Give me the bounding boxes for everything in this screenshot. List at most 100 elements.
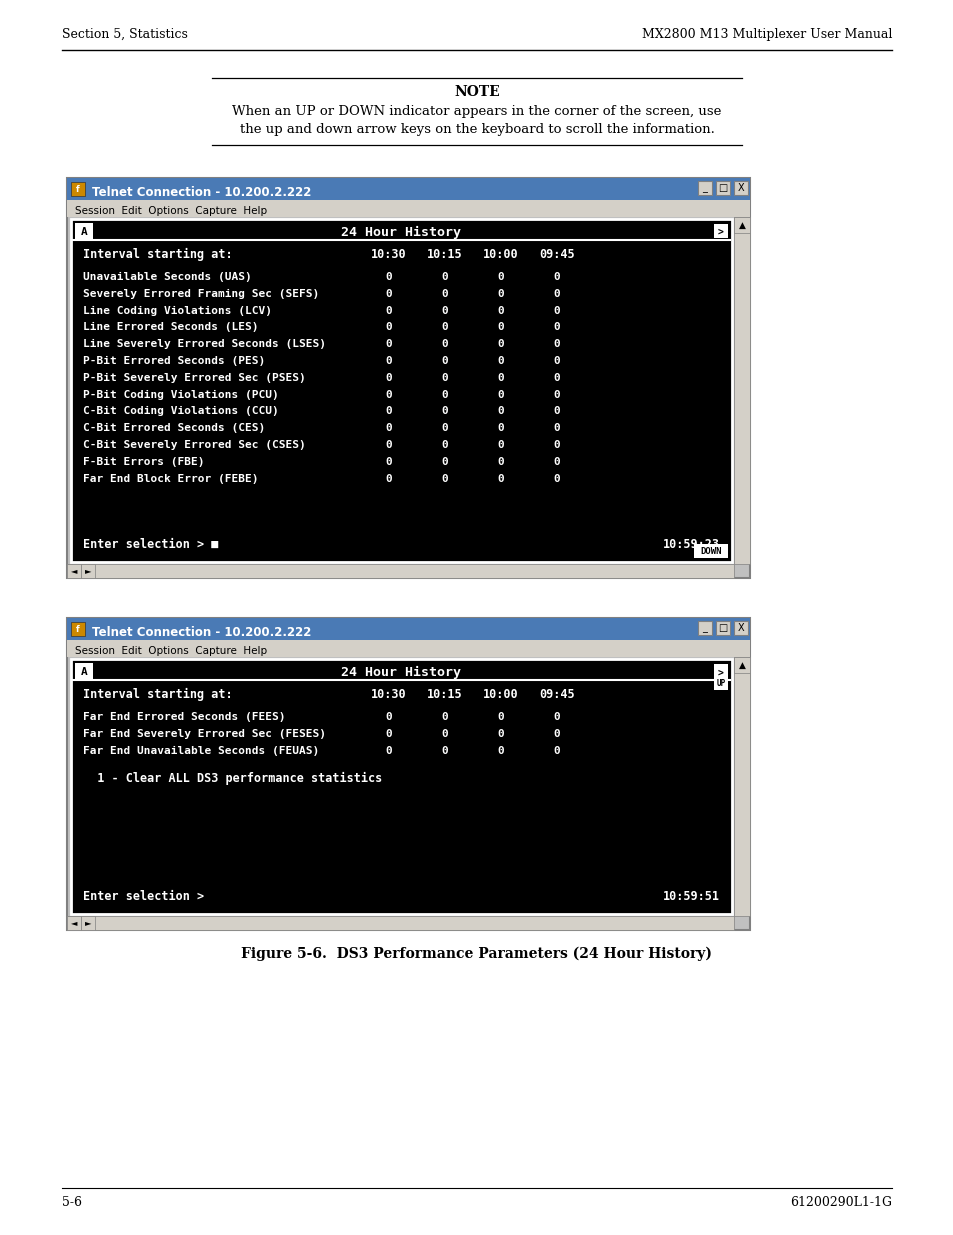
Text: C-Bit Coding Violations (CCU): C-Bit Coding Violations (CCU) — [83, 406, 278, 416]
Text: 0: 0 — [385, 289, 392, 299]
Text: Figure 5-6.  DS3 Performance Parameters (24 Hour History): Figure 5-6. DS3 Performance Parameters (… — [241, 946, 712, 961]
Text: Far End Unavailable Seconds (FEUAS): Far End Unavailable Seconds (FEUAS) — [83, 746, 319, 756]
Text: 0: 0 — [385, 406, 392, 416]
Text: 10:00: 10:00 — [482, 688, 518, 701]
Text: P-Bit Severely Errored Sec (PSES): P-Bit Severely Errored Sec (PSES) — [83, 373, 305, 383]
Text: UP: UP — [716, 679, 725, 688]
Text: 0: 0 — [441, 322, 448, 332]
Text: 0: 0 — [497, 729, 504, 739]
Text: 0: 0 — [441, 406, 448, 416]
Text: 0: 0 — [553, 389, 559, 400]
Text: _: _ — [701, 183, 707, 193]
Text: 0: 0 — [497, 389, 504, 400]
Text: 0: 0 — [497, 713, 504, 722]
Text: 0: 0 — [497, 473, 504, 484]
Text: 0: 0 — [385, 440, 392, 450]
Bar — [71, 182, 85, 196]
Text: X: X — [737, 183, 743, 193]
Text: 0: 0 — [385, 473, 392, 484]
Bar — [733, 182, 747, 195]
Text: 0: 0 — [385, 340, 392, 350]
Text: 0: 0 — [385, 729, 392, 739]
Text: Far End Errored Seconds (FEES): Far End Errored Seconds (FEES) — [83, 713, 285, 722]
Text: 09:45: 09:45 — [538, 248, 575, 261]
Text: 09:45: 09:45 — [538, 688, 575, 701]
Text: 10:59:51: 10:59:51 — [662, 890, 720, 903]
Text: 0: 0 — [441, 340, 448, 350]
Text: □: □ — [718, 622, 727, 634]
Text: Telnet Connection - 10.200.2.222: Telnet Connection - 10.200.2.222 — [91, 625, 311, 638]
Bar — [67, 564, 81, 578]
Text: ►: ► — [85, 567, 91, 576]
Bar — [67, 916, 733, 930]
Text: _: _ — [701, 622, 707, 634]
Text: the up and down arrow keys on the keyboard to scroll the information.: the up and down arrow keys on the keyboa… — [239, 124, 714, 136]
Bar — [698, 182, 711, 195]
Bar — [713, 664, 727, 690]
Text: 0: 0 — [441, 729, 448, 739]
Text: >: > — [718, 227, 723, 237]
Text: 0: 0 — [385, 746, 392, 756]
Text: Far End Block Error (FEBE): Far End Block Error (FEBE) — [83, 473, 258, 484]
Text: ◄: ◄ — [71, 567, 77, 576]
Text: 0: 0 — [441, 746, 448, 756]
Text: 0: 0 — [441, 713, 448, 722]
Text: C-Bit Severely Errored Sec (CSES): C-Bit Severely Errored Sec (CSES) — [83, 440, 305, 450]
Text: Line Coding Violations (LCV): Line Coding Violations (LCV) — [83, 305, 272, 316]
Text: 0: 0 — [497, 289, 504, 299]
Text: 0: 0 — [385, 713, 392, 722]
Text: 10:30: 10:30 — [371, 688, 406, 701]
Text: 10:15: 10:15 — [427, 248, 462, 261]
Text: 0: 0 — [497, 406, 504, 416]
Bar — [75, 663, 92, 679]
Text: 0: 0 — [441, 389, 448, 400]
Text: 0: 0 — [441, 424, 448, 433]
Text: Enter selection >: Enter selection > — [83, 890, 204, 903]
Text: 10:00: 10:00 — [482, 248, 518, 261]
Text: 24 Hour History: 24 Hour History — [340, 226, 460, 238]
Text: 0: 0 — [553, 272, 559, 282]
Bar — [713, 224, 727, 238]
Text: 0: 0 — [497, 440, 504, 450]
Text: f: f — [76, 184, 80, 194]
Bar — [733, 657, 749, 673]
Text: 0: 0 — [497, 322, 504, 332]
Text: ◄: ◄ — [71, 919, 77, 927]
Text: 0: 0 — [497, 373, 504, 383]
Text: MX2800 M13 Multiplexer User Manual: MX2800 M13 Multiplexer User Manual — [641, 28, 891, 41]
Text: 0: 0 — [441, 289, 448, 299]
Text: 0: 0 — [385, 457, 392, 467]
Text: 0: 0 — [553, 356, 559, 366]
Text: 0: 0 — [553, 340, 559, 350]
Text: 61200290L1-1G: 61200290L1-1G — [789, 1195, 891, 1209]
Text: 0: 0 — [553, 289, 559, 299]
Text: Interval starting at:: Interval starting at: — [83, 248, 233, 261]
Text: A: A — [81, 667, 88, 677]
Text: 0: 0 — [553, 406, 559, 416]
Text: X: X — [737, 622, 743, 634]
Bar — [716, 621, 729, 635]
Text: 0: 0 — [441, 305, 448, 316]
Text: 0: 0 — [385, 322, 392, 332]
Text: 0: 0 — [497, 305, 504, 316]
Text: 0: 0 — [441, 373, 448, 383]
Text: Interval starting at:: Interval starting at: — [83, 688, 233, 701]
Text: >: > — [718, 668, 723, 678]
Text: 0: 0 — [385, 305, 392, 316]
Text: 0: 0 — [553, 729, 559, 739]
Bar — [67, 640, 749, 657]
Bar — [67, 200, 749, 217]
Text: 0: 0 — [441, 440, 448, 450]
Text: 0: 0 — [553, 322, 559, 332]
Bar — [733, 217, 749, 233]
Bar — [71, 219, 731, 562]
Bar — [75, 224, 92, 240]
Text: C-Bit Errored Seconds (CES): C-Bit Errored Seconds (CES) — [83, 424, 265, 433]
Text: 24 Hour History: 24 Hour History — [340, 666, 460, 678]
Text: 0: 0 — [553, 457, 559, 467]
Text: Severely Errored Framing Sec (SEFS): Severely Errored Framing Sec (SEFS) — [83, 289, 319, 299]
Bar — [67, 178, 749, 578]
Text: 0: 0 — [497, 356, 504, 366]
Bar — [71, 659, 731, 914]
Text: 0: 0 — [497, 457, 504, 467]
